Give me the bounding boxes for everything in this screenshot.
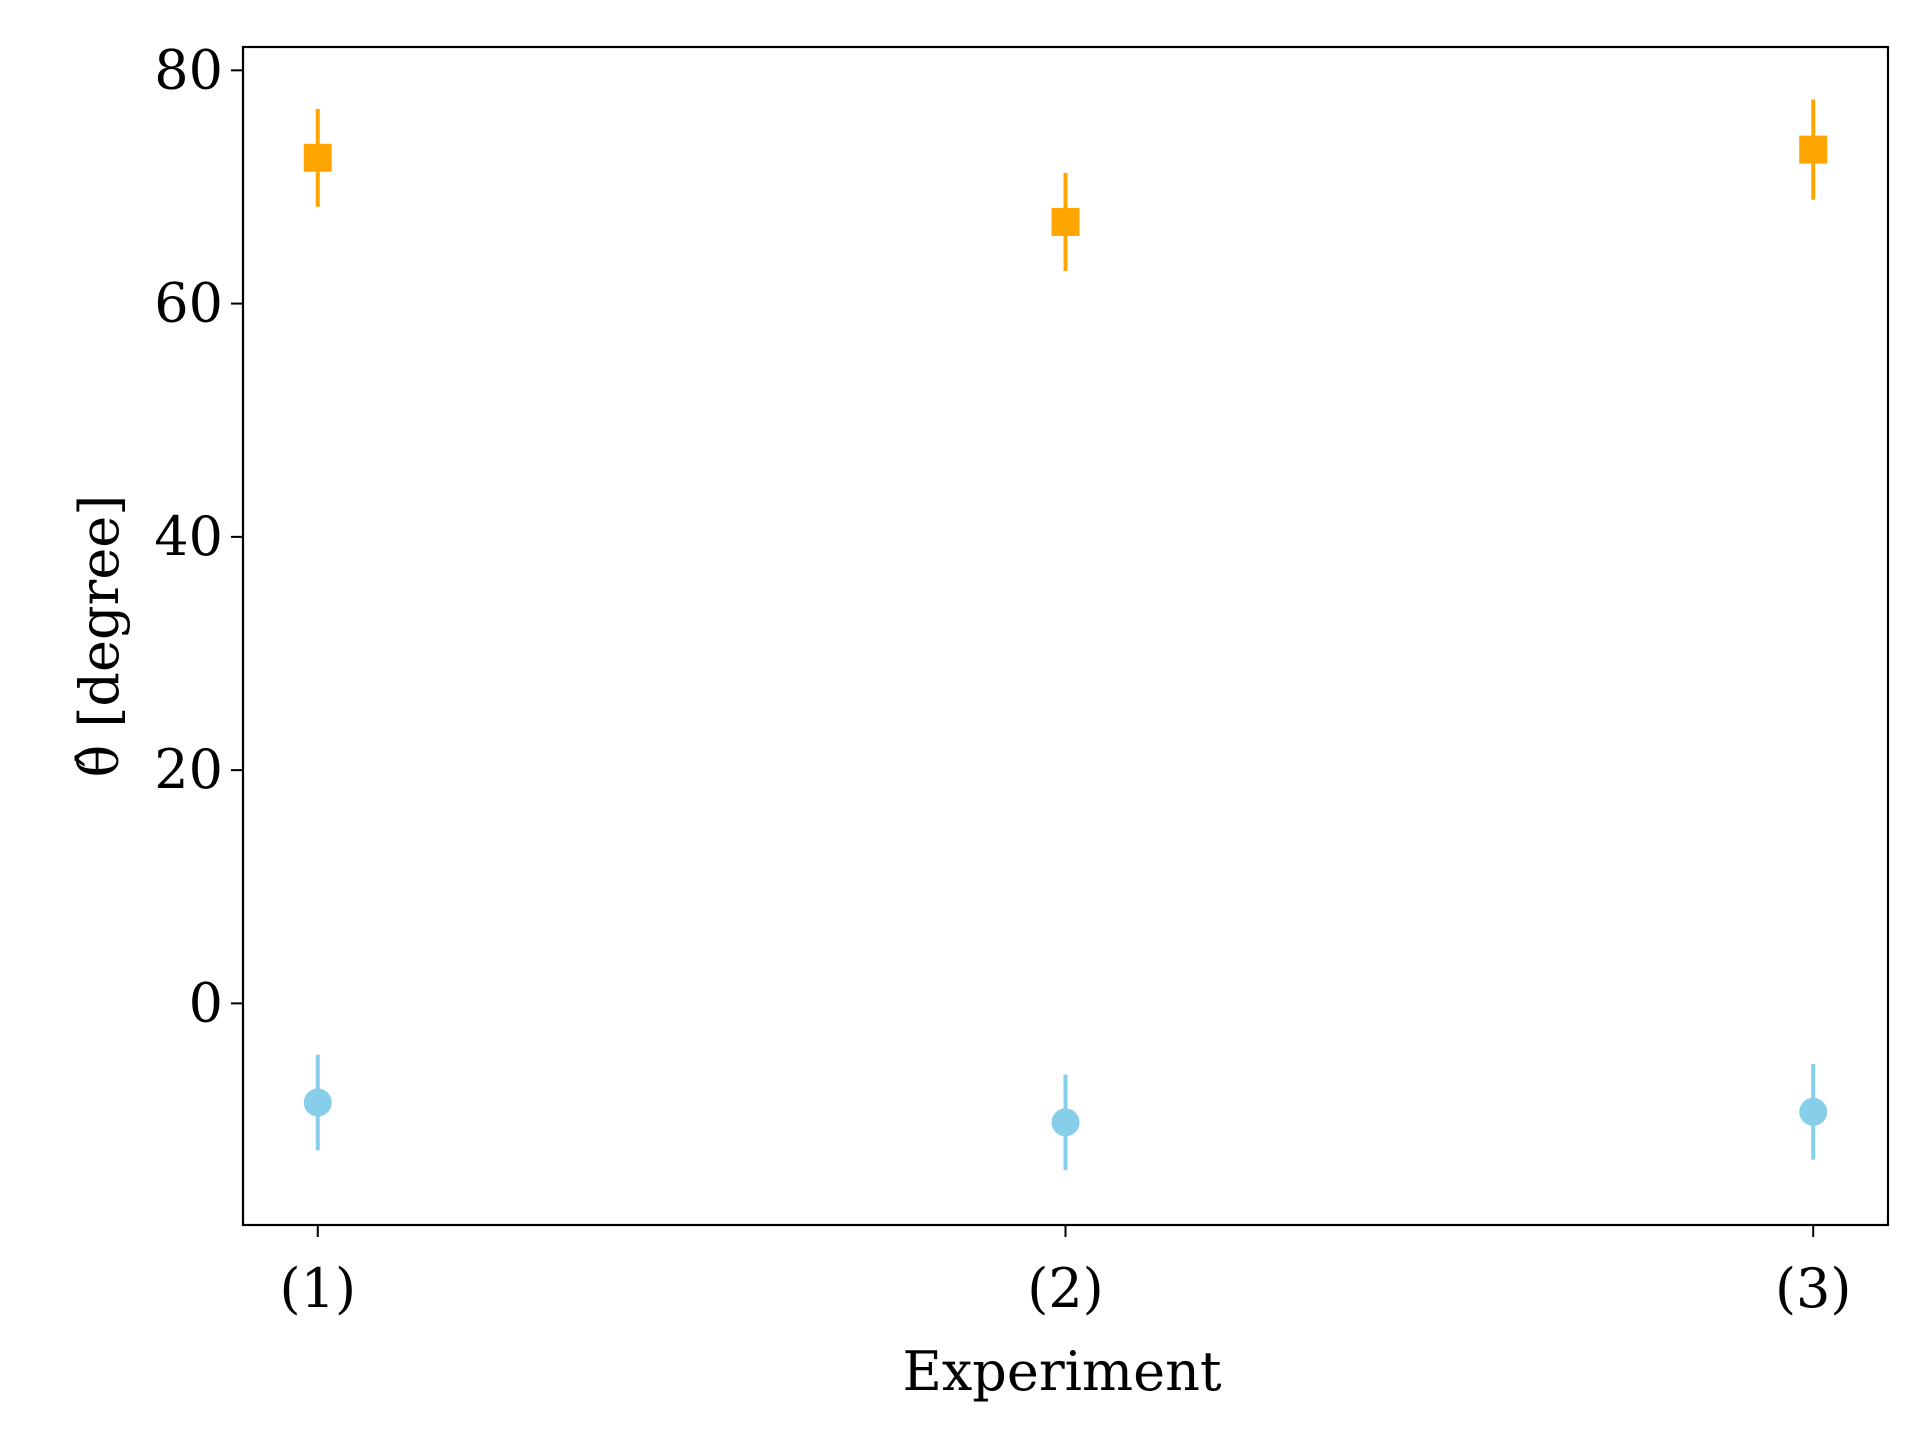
series-1 xyxy=(303,99,1828,271)
x-tick-label: (1) xyxy=(280,1257,357,1320)
y-axis-title: θ̂ [degree] xyxy=(68,495,131,778)
y-tick-label: 0 xyxy=(189,971,223,1034)
y-tick-label: 20 xyxy=(154,738,223,801)
x-tick-label: (2) xyxy=(1027,1257,1104,1320)
series-layer xyxy=(303,99,1828,1171)
data-point-square xyxy=(1799,135,1828,164)
data-point-circle xyxy=(1799,1097,1828,1126)
data-point-circle xyxy=(303,1088,332,1117)
data-point-square xyxy=(1051,207,1080,236)
x-axis-title: Experiment xyxy=(902,1340,1221,1403)
y-tick-label: 40 xyxy=(154,505,223,568)
y-axis-ticks: 0 20 40 60 80 xyxy=(154,38,243,1034)
y-tick-label: 80 xyxy=(154,38,223,101)
data-point-circle xyxy=(1051,1108,1080,1137)
data-point-square xyxy=(303,143,332,172)
x-axis-ticks: (1) (2) (3) xyxy=(280,1225,1852,1320)
y-tick-label: 60 xyxy=(154,272,223,335)
x-tick-label: (3) xyxy=(1775,1257,1852,1320)
series-2 xyxy=(303,1054,1828,1171)
